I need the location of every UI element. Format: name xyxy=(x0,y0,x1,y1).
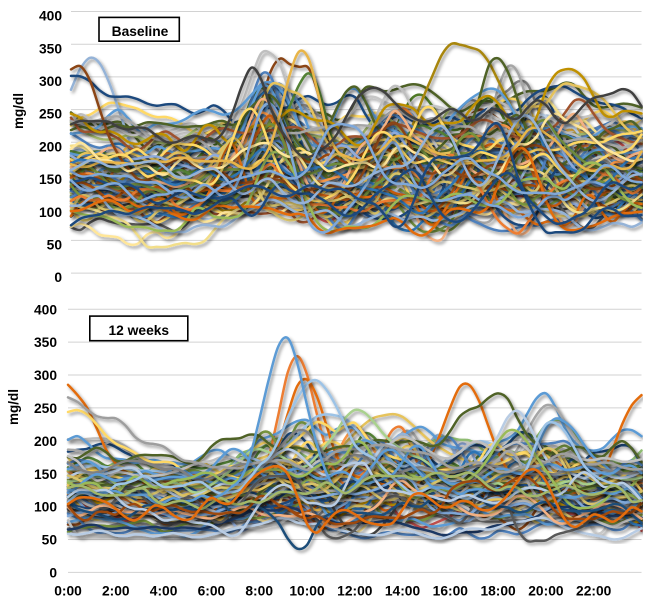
svg-text:mg/dl: mg/dl xyxy=(11,93,26,129)
svg-text:50: 50 xyxy=(47,238,63,253)
svg-text:12 weeks: 12 weeks xyxy=(108,323,169,338)
svg-text:200: 200 xyxy=(34,434,57,449)
svg-text:300: 300 xyxy=(39,74,62,89)
svg-text:16:00: 16:00 xyxy=(433,584,469,599)
svg-text:4:00: 4:00 xyxy=(150,584,178,599)
svg-text:150: 150 xyxy=(34,467,57,482)
svg-text:8:00: 8:00 xyxy=(245,584,273,599)
svg-text:6:00: 6:00 xyxy=(198,584,226,599)
svg-text:Baseline: Baseline xyxy=(112,24,169,39)
svg-text:18:00: 18:00 xyxy=(480,584,516,599)
svg-text:150: 150 xyxy=(39,172,62,187)
svg-text:0:00: 0:00 xyxy=(54,584,82,599)
svg-text:mg/dl: mg/dl xyxy=(6,389,21,425)
svg-text:22:00: 22:00 xyxy=(576,584,612,599)
svg-text:14:00: 14:00 xyxy=(385,584,421,599)
svg-text:300: 300 xyxy=(34,368,57,383)
svg-text:2:00: 2:00 xyxy=(102,584,130,599)
svg-text:0: 0 xyxy=(54,270,62,285)
svg-text:12:00: 12:00 xyxy=(337,584,373,599)
svg-text:400: 400 xyxy=(39,9,62,24)
svg-text:0: 0 xyxy=(49,566,57,581)
svg-text:400: 400 xyxy=(34,302,57,317)
svg-text:250: 250 xyxy=(34,401,57,416)
svg-text:350: 350 xyxy=(39,41,62,56)
svg-text:200: 200 xyxy=(39,139,62,154)
svg-text:250: 250 xyxy=(39,107,62,122)
svg-text:100: 100 xyxy=(34,500,57,515)
svg-text:50: 50 xyxy=(42,533,58,548)
svg-text:10:00: 10:00 xyxy=(289,584,325,599)
svg-text:100: 100 xyxy=(39,205,62,220)
svg-text:20:00: 20:00 xyxy=(528,584,564,599)
svg-text:350: 350 xyxy=(34,335,57,350)
